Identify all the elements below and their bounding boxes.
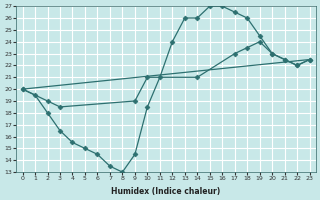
X-axis label: Humidex (Indice chaleur): Humidex (Indice chaleur) (111, 187, 221, 196)
